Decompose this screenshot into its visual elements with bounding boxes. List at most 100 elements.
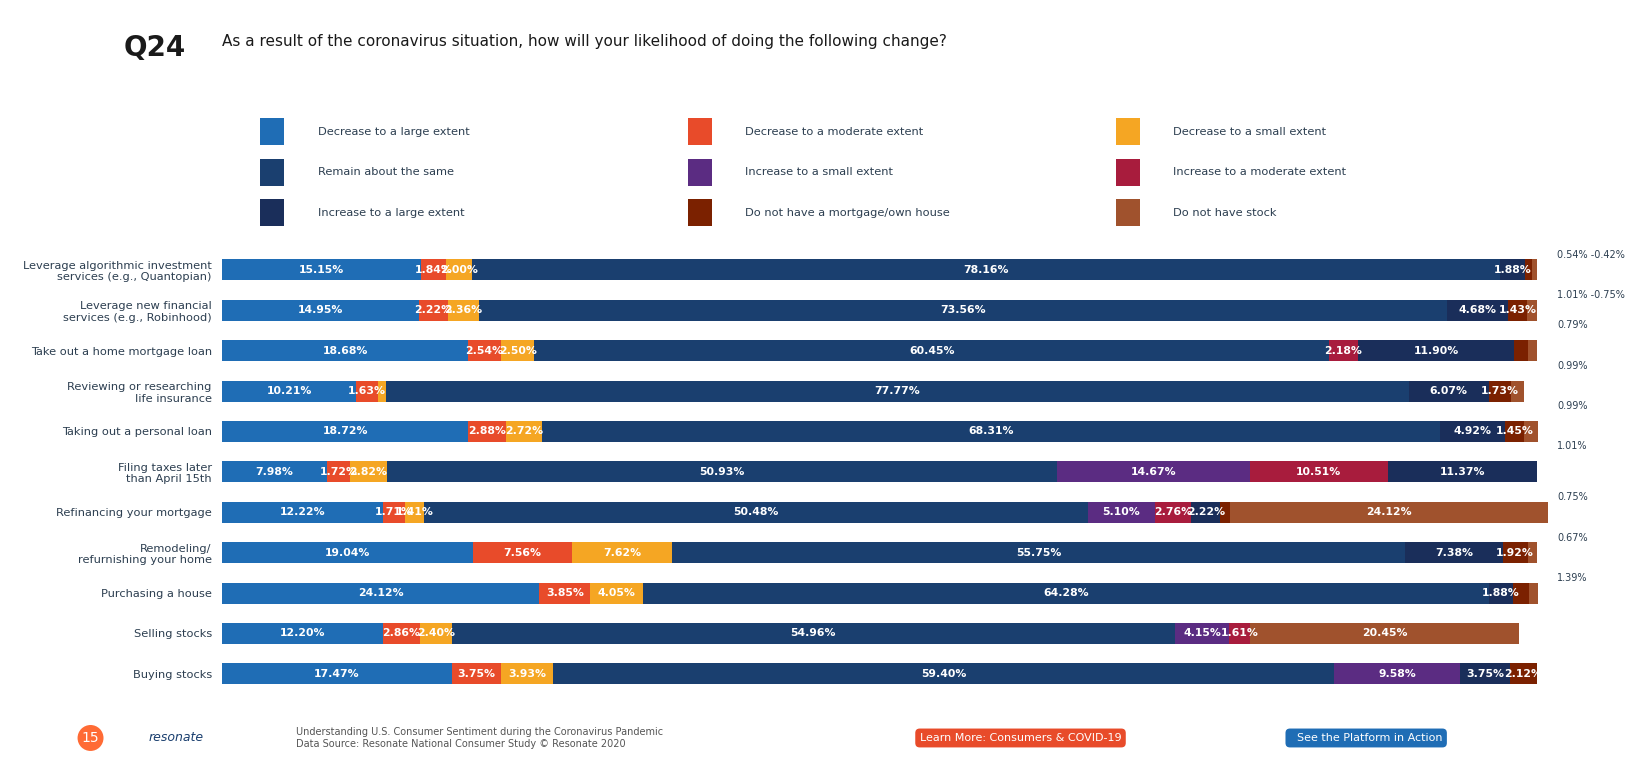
Text: 3.93%: 3.93%: [509, 669, 546, 679]
Text: 1.01%: 1.01%: [1557, 441, 1588, 451]
Text: 1.63%: 1.63%: [349, 386, 387, 396]
Bar: [1088, 501, 1155, 523]
Bar: [385, 380, 1409, 402]
Text: Remain about the same: Remain about the same: [318, 167, 454, 177]
Text: 10.51%: 10.51%: [1295, 466, 1341, 477]
Bar: [1220, 501, 1230, 523]
Bar: [1503, 542, 1527, 563]
Bar: [1440, 421, 1504, 442]
Text: 12.20%: 12.20%: [280, 629, 326, 638]
Bar: [1230, 501, 1547, 523]
Bar: [573, 542, 672, 563]
Text: 3.75%: 3.75%: [1467, 669, 1504, 679]
Text: Increase to a small extent: Increase to a small extent: [746, 167, 894, 177]
Bar: [1513, 582, 1529, 603]
Text: 2.40%: 2.40%: [416, 629, 454, 638]
Bar: [387, 461, 1057, 482]
Bar: [222, 461, 328, 482]
Bar: [1330, 340, 1358, 361]
Text: 2.36%: 2.36%: [444, 305, 482, 315]
Bar: [1155, 501, 1192, 523]
Text: resonate: resonate: [148, 731, 202, 744]
Text: 2.22%: 2.22%: [1187, 508, 1225, 517]
Text: 1.39%: 1.39%: [1557, 573, 1588, 583]
Bar: [1532, 260, 1537, 280]
Bar: [351, 461, 387, 482]
Text: 68.31%: 68.31%: [968, 426, 1014, 436]
Bar: [472, 260, 1500, 280]
Bar: [1388, 461, 1537, 482]
Text: 1.88%: 1.88%: [1481, 588, 1519, 598]
Bar: [384, 501, 405, 523]
Text: 1.88%: 1.88%: [1493, 265, 1531, 275]
FancyBboxPatch shape: [1116, 118, 1141, 145]
Bar: [425, 501, 1088, 523]
Text: 1.41%: 1.41%: [395, 508, 433, 517]
Bar: [328, 461, 351, 482]
Bar: [1524, 421, 1537, 442]
Text: 0.54% -0.42%: 0.54% -0.42%: [1557, 250, 1625, 260]
Text: 2.12%: 2.12%: [1504, 669, 1542, 679]
Bar: [453, 623, 1175, 644]
Bar: [1335, 664, 1460, 684]
Bar: [222, 260, 421, 280]
FancyBboxPatch shape: [1116, 199, 1141, 226]
Bar: [1192, 501, 1220, 523]
Bar: [644, 582, 1488, 603]
Bar: [535, 340, 1330, 361]
Text: Learn More: Consumers & COVID-19: Learn More: Consumers & COVID-19: [920, 733, 1121, 743]
FancyBboxPatch shape: [688, 118, 713, 145]
Text: 7.56%: 7.56%: [504, 548, 542, 558]
Text: Understanding U.S. Consumer Sentiment during the Coronavirus Pandemic
Data Sourc: Understanding U.S. Consumer Sentiment du…: [296, 728, 663, 749]
Bar: [507, 421, 542, 442]
Bar: [1488, 582, 1513, 603]
Text: 50.48%: 50.48%: [732, 508, 779, 517]
FancyBboxPatch shape: [260, 199, 285, 226]
Text: 19.04%: 19.04%: [324, 548, 370, 558]
Bar: [222, 542, 472, 563]
Bar: [222, 664, 453, 684]
Text: 2.00%: 2.00%: [439, 265, 477, 275]
Text: 59.40%: 59.40%: [920, 669, 966, 679]
Text: 1.01% -0.75%: 1.01% -0.75%: [1557, 290, 1625, 301]
Bar: [542, 421, 1440, 442]
Text: 15.15%: 15.15%: [300, 265, 344, 275]
Bar: [467, 340, 502, 361]
Bar: [1527, 300, 1537, 320]
Text: 3.75%: 3.75%: [458, 669, 495, 679]
Bar: [672, 542, 1406, 563]
Bar: [1406, 542, 1503, 563]
Text: Decrease to a moderate extent: Decrease to a moderate extent: [746, 126, 923, 137]
Text: 12.22%: 12.22%: [280, 508, 326, 517]
Text: See the Platform in Action: See the Platform in Action: [1290, 733, 1442, 743]
Bar: [479, 300, 1447, 320]
Text: 0.99%: 0.99%: [1557, 401, 1588, 411]
Text: 7.98%: 7.98%: [255, 466, 293, 477]
Text: 0.75%: 0.75%: [1557, 492, 1588, 502]
Text: 54.96%: 54.96%: [790, 629, 836, 638]
Bar: [405, 501, 425, 523]
Text: 2.82%: 2.82%: [349, 466, 387, 477]
Text: Do not have a mortgage/own house: Do not have a mortgage/own house: [746, 208, 950, 218]
Text: 2.54%: 2.54%: [466, 345, 504, 355]
Text: Decrease to a large extent: Decrease to a large extent: [318, 126, 469, 137]
Bar: [540, 582, 589, 603]
Text: 2.22%: 2.22%: [415, 305, 453, 315]
Text: 17.47%: 17.47%: [314, 669, 360, 679]
Text: 1.72%: 1.72%: [319, 466, 357, 477]
Text: 55.75%: 55.75%: [1016, 548, 1062, 558]
Text: 4.05%: 4.05%: [597, 588, 635, 598]
Bar: [453, 664, 502, 684]
FancyBboxPatch shape: [260, 159, 285, 186]
Text: 2.50%: 2.50%: [499, 345, 537, 355]
Bar: [502, 664, 553, 684]
Text: 1.43%: 1.43%: [1498, 305, 1536, 315]
Text: 11.90%: 11.90%: [1414, 345, 1458, 355]
Bar: [1514, 340, 1527, 361]
Text: 73.56%: 73.56%: [940, 305, 986, 315]
Text: 0.99%: 0.99%: [1557, 361, 1588, 371]
Bar: [1524, 260, 1532, 280]
Text: 10.21%: 10.21%: [267, 386, 313, 396]
Text: 11.37%: 11.37%: [1440, 466, 1485, 477]
Text: 24.12%: 24.12%: [1366, 508, 1412, 517]
